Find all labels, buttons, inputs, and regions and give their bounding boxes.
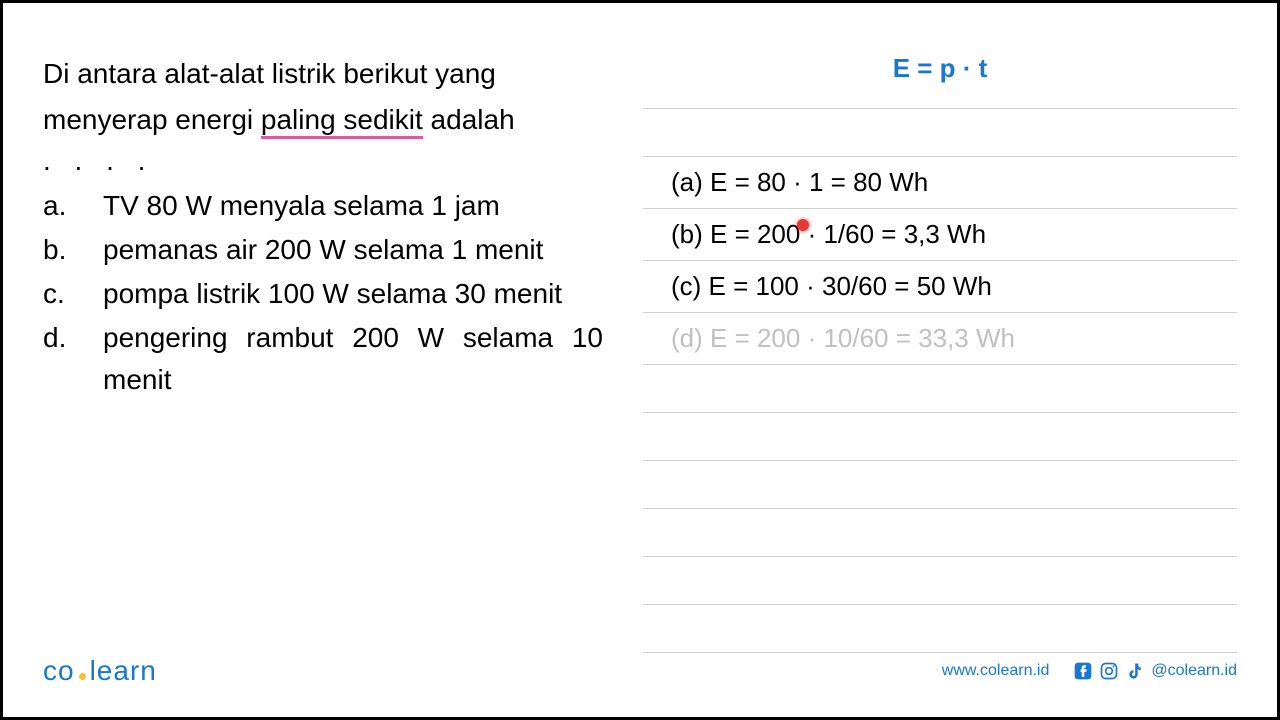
- ruled-line: [643, 509, 1237, 557]
- calculation-b: (b) E = 200 · 1/60 = 3,3 Wh: [643, 209, 1237, 261]
- brand-logo: colearn: [43, 655, 157, 687]
- question-line-2-prefix: menyerap energi: [43, 104, 261, 135]
- social-handle[interactable]: @colearn.id: [1151, 662, 1237, 680]
- option-letter: c.: [43, 273, 103, 315]
- question-line-2-suffix: adalah: [423, 104, 515, 135]
- social-icons: @colearn.id: [1073, 661, 1237, 681]
- option-letter: b.: [43, 229, 103, 271]
- calculation-c: (c) E = 100 · 30/60 = 50 Wh: [643, 261, 1237, 313]
- solution-panel: E = p · t (a) E = 80 · 1 = 80 Wh (b) E =…: [643, 53, 1237, 643]
- calc-b-text: (b) E = 200 · 1/60 = 3,3 Wh: [671, 219, 986, 249]
- option-text: pemanas air 200 W selama 1 menit: [103, 229, 603, 271]
- ruled-line: [643, 461, 1237, 509]
- footer-right: www.colearn.id @colearn.id: [942, 661, 1237, 681]
- ruled-line: [643, 413, 1237, 461]
- option-b: b. pemanas air 200 W selama 1 menit: [43, 229, 603, 271]
- answer-options: a. TV 80 W menyala selama 1 jam b. peman…: [43, 185, 603, 401]
- option-letter: a.: [43, 185, 103, 227]
- option-text: pengering rambut 200 W selama 10 menit: [103, 317, 603, 401]
- option-d: d. pengering rambut 200 W selama 10 meni…: [43, 317, 603, 401]
- calculation-d: (d) E = 200 · 10/60 = 33,3 Wh: [643, 313, 1237, 365]
- logo-left: co: [43, 655, 75, 686]
- question-dots: . . . .: [43, 145, 603, 177]
- option-letter: d.: [43, 317, 103, 401]
- logo-dot-icon: [79, 673, 86, 680]
- question-line-2: menyerap energi paling sedikit adalah: [43, 99, 603, 141]
- calculation-a: (a) E = 80 · 1 = 80 Wh: [643, 157, 1237, 209]
- question-line-1: Di antara alat-alat listrik berikut yang: [43, 53, 603, 95]
- logo-right: learn: [90, 655, 157, 686]
- facebook-icon[interactable]: [1073, 661, 1093, 681]
- footer: colearn www.colearn.id @colearn.id: [3, 655, 1277, 687]
- tiktok-icon[interactable]: [1125, 661, 1145, 681]
- ruled-line: [643, 109, 1237, 157]
- question-underlined: paling sedikit: [261, 104, 423, 139]
- option-text: TV 80 W menyala selama 1 jam: [103, 185, 603, 227]
- ruled-line: [643, 557, 1237, 605]
- formula-header: E = p · t: [643, 53, 1237, 109]
- website-link[interactable]: www.colearn.id: [942, 662, 1050, 680]
- question-panel: Di antara alat-alat listrik berikut yang…: [43, 53, 603, 643]
- instagram-icon[interactable]: [1099, 661, 1119, 681]
- option-text: pompa listrik 100 W selama 30 menit: [103, 273, 603, 315]
- option-a: a. TV 80 W menyala selama 1 jam: [43, 185, 603, 227]
- ruled-line: [643, 365, 1237, 413]
- option-c: c. pompa listrik 100 W selama 30 menit: [43, 273, 603, 315]
- ruled-line: [643, 605, 1237, 653]
- pointer-dot-icon: [797, 219, 809, 231]
